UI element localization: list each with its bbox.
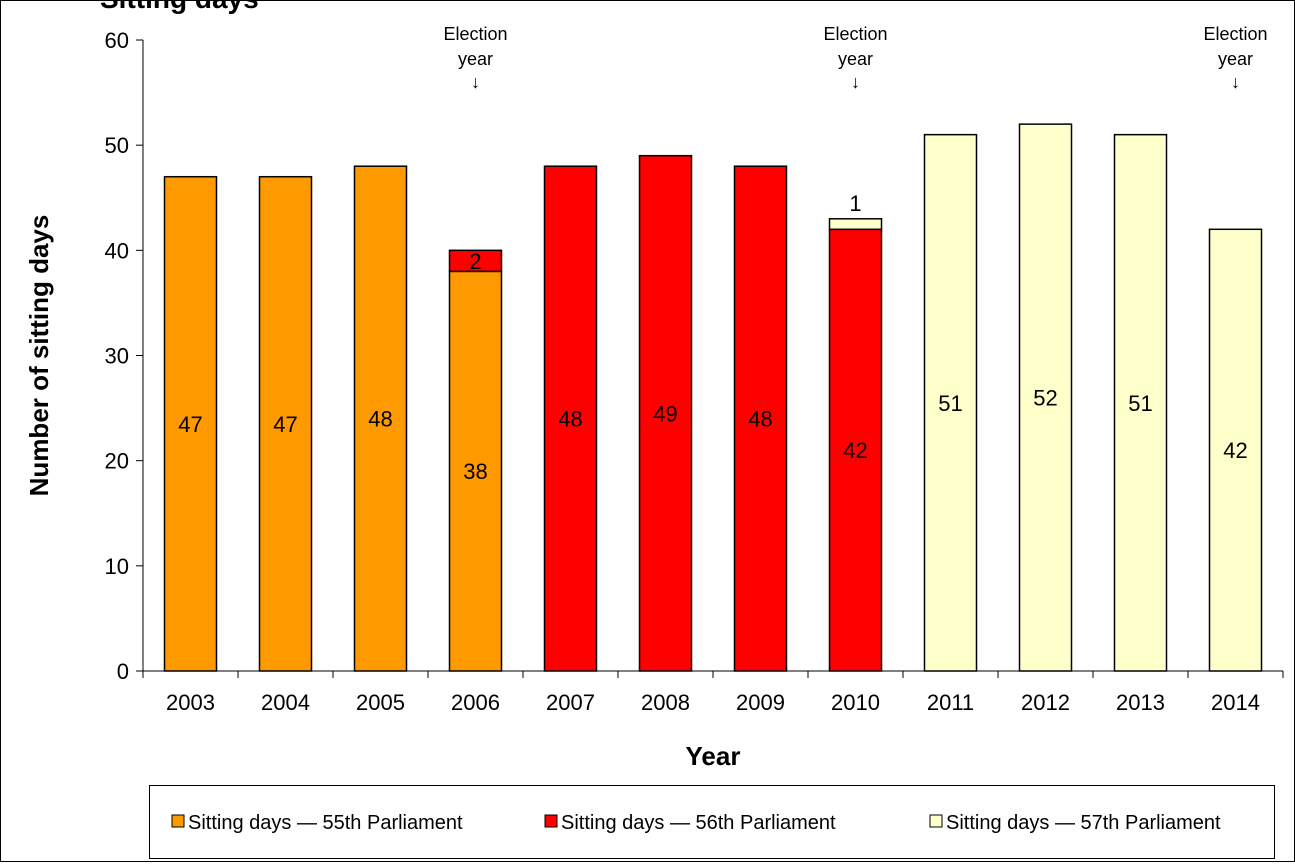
x-tick-label: 2007 (546, 690, 595, 715)
x-tick-label: 2003 (166, 690, 215, 715)
bar-segment (543, 165, 598, 672)
data-label: 42 (843, 438, 867, 463)
bar-segment (828, 218, 883, 231)
arrow-down-icon: ↓ (851, 72, 860, 92)
data-label: 51 (938, 391, 962, 416)
legend-label: Sitting days — 57th Parliament (946, 812, 1221, 834)
data-label: 47 (273, 412, 297, 437)
data-label: 38 (463, 459, 487, 484)
y-tick-label: 30 (105, 344, 129, 369)
legend-swatch (544, 814, 558, 828)
bar-segment (163, 175, 218, 672)
y-tick-label: 50 (105, 133, 129, 158)
y-tick-label: 20 (105, 449, 129, 474)
x-tick-label: 2005 (356, 690, 405, 715)
y-tick-label: 40 (105, 238, 129, 263)
x-tick-label: 2006 (451, 690, 500, 715)
bar-segment (923, 133, 978, 672)
bar-segment (353, 165, 408, 672)
bar-segment (1018, 123, 1073, 672)
election-year-annotation: year (1218, 49, 1253, 69)
arrow-down-icon: ↓ (1231, 72, 1240, 92)
arrow-down-icon: ↓ (471, 72, 480, 92)
bar-segment (1208, 228, 1263, 672)
bar-segment (1113, 133, 1168, 672)
legend-swatch (929, 814, 943, 828)
x-tick-label: 2004 (261, 690, 310, 715)
x-tick-label: 2008 (641, 690, 690, 715)
legend-label: Sitting days — 55th Parliament (188, 812, 463, 834)
data-label: 1 (849, 191, 861, 216)
data-label: 48 (748, 407, 772, 432)
bar-segment (828, 228, 883, 672)
bar-segment (258, 175, 313, 672)
legend-label: Sitting days — 56th Parliament (561, 812, 836, 834)
data-label: 51 (1128, 391, 1152, 416)
x-axis-title: Year (686, 741, 741, 771)
legend-box (149, 785, 1275, 859)
bar-segment (448, 249, 503, 273)
election-year-annotation: Election (1203, 24, 1267, 44)
data-label: 42 (1223, 438, 1247, 463)
x-tick-label: 2014 (1211, 690, 1260, 715)
x-tick-label: 2013 (1116, 690, 1165, 715)
x-tick-label: 2010 (831, 690, 880, 715)
election-year-annotation: year (458, 49, 493, 69)
data-label: 47 (178, 412, 202, 437)
x-tick-label: 2012 (1021, 690, 1070, 715)
x-tick-label: 2009 (736, 690, 785, 715)
y-tick-label: 60 (105, 28, 129, 53)
y-tick-label: 0 (117, 659, 129, 684)
y-axis-title: Number of sitting days (24, 215, 54, 497)
election-year-annotation: year (838, 49, 873, 69)
bar-segment (638, 154, 693, 672)
x-tick-label: 2011 (927, 690, 974, 715)
data-label: 48 (558, 407, 582, 432)
election-year-annotation: Election (823, 24, 887, 44)
bar-segment (733, 165, 788, 672)
data-label: 52 (1033, 386, 1057, 411)
data-label: 49 (653, 401, 677, 426)
bar-segment (448, 270, 503, 672)
legend-swatch (171, 814, 185, 828)
data-label: 2 (469, 249, 481, 274)
data-label: 48 (368, 407, 392, 432)
election-year-annotation: Election (443, 24, 507, 44)
y-tick-label: 10 (105, 554, 129, 579)
chart-title: Sitting days (100, 0, 259, 14)
